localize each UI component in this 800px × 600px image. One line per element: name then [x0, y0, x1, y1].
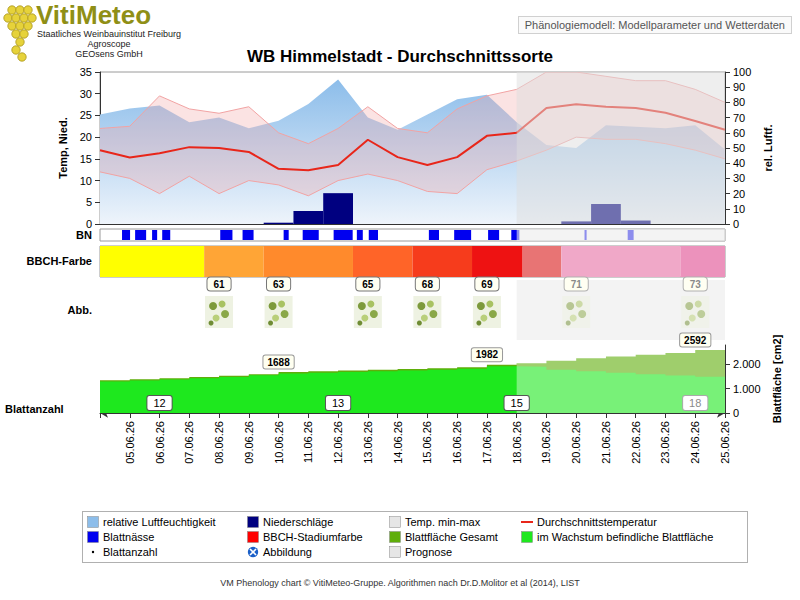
html-text:BBCH-Stadiumfarbe: BBCH-Stadiumfarbe — [263, 531, 363, 543]
svg-text:30: 30 — [80, 88, 92, 100]
svg-text:08.06.26: 08.06.26 — [213, 421, 225, 464]
html-text:VM Phenology chart © VitiMeteo: VM Phenology chart © VitiMeteo-Gruppe. A… — [220, 578, 580, 588]
html-text:Blattanzahl: Blattanzahl — [5, 403, 64, 415]
html-text:Prognose: Prognose — [405, 546, 453, 558]
svg-text:15: 15 — [511, 397, 523, 409]
html-text:Abb.: Abb. — [67, 304, 92, 316]
svg-text:17.06.26: 17.06.26 — [481, 421, 493, 464]
svg-text:12.06.26: 12.06.26 — [332, 421, 344, 464]
svg-text:68: 68 — [422, 279, 434, 290]
svg-text:2.000: 2.000 — [733, 358, 761, 370]
svg-text:5: 5 — [86, 196, 92, 208]
svg-text:15: 15 — [80, 153, 92, 165]
svg-text:22.06.26: 22.06.26 — [630, 421, 642, 464]
svg-text:rel. Luftf.: rel. Luftf. — [762, 124, 774, 171]
html-text:VitiMeteo: VitiMeteo — [36, 0, 152, 30]
svg-text:30: 30 — [733, 172, 745, 184]
html-text:Blattfläche Gesamt: Blattfläche Gesamt — [405, 531, 498, 543]
svg-text:65: 65 — [362, 279, 374, 290]
svg-text:69: 69 — [481, 279, 493, 290]
svg-text:71: 71 — [571, 279, 583, 290]
svg-text:50: 50 — [733, 142, 745, 154]
svg-text:12: 12 — [153, 397, 165, 409]
svg-text:14.06.26: 14.06.26 — [392, 421, 404, 464]
svg-text:WB Himmelstadt - Durchschnitts: WB Himmelstadt - Durchschnittssorte — [247, 47, 553, 66]
svg-text:11.06.26: 11.06.26 — [302, 421, 314, 463]
svg-text:24.06.26: 24.06.26 — [689, 421, 701, 464]
svg-text:1982: 1982 — [476, 349, 499, 360]
svg-text:09.06.26: 09.06.26 — [243, 421, 255, 464]
html-text:GEOsens GmbH: GEOsens GmbH — [75, 49, 143, 59]
svg-text:Temp, Nied.: Temp, Nied. — [57, 117, 69, 179]
html-text:Blattanzahl: Blattanzahl — [103, 546, 158, 558]
html-text:Blattnässe: Blattnässe — [103, 531, 155, 543]
svg-text:35: 35 — [80, 66, 92, 78]
svg-text:10: 10 — [80, 175, 92, 187]
html-text:BBCH-Farbe: BBCH-Farbe — [26, 255, 92, 267]
svg-text:100: 100 — [733, 66, 751, 78]
svg-text:1688: 1688 — [267, 357, 290, 368]
html-text:Agroscope: Agroscope — [87, 39, 131, 49]
svg-text:73: 73 — [690, 279, 702, 290]
svg-text:63: 63 — [273, 279, 285, 290]
svg-text:25: 25 — [80, 109, 92, 121]
html-text:Temp. min-max: Temp. min-max — [405, 516, 481, 528]
svg-text:70: 70 — [733, 112, 745, 124]
svg-text:10: 10 — [733, 203, 745, 215]
html-text:im Wachstum befindliche Blattf: im Wachstum befindliche Blattfläche — [537, 531, 714, 543]
svg-text:0: 0 — [733, 407, 739, 419]
svg-text:2592: 2592 — [684, 335, 707, 346]
svg-text:15.06.26: 15.06.26 — [421, 421, 433, 464]
svg-text:80: 80 — [733, 96, 745, 108]
html-text:Abbildung: Abbildung — [263, 546, 312, 558]
svg-text:05.06.26: 05.06.26 — [124, 421, 136, 464]
svg-text:20: 20 — [733, 188, 745, 200]
svg-text:10.06.26: 10.06.26 — [273, 421, 285, 464]
svg-text:16.06.26: 16.06.26 — [451, 421, 463, 464]
svg-text:13.06.26: 13.06.26 — [362, 421, 374, 464]
svg-text:21.06.26: 21.06.26 — [600, 421, 612, 464]
html-text:relative Luftfeuchtigkeit: relative Luftfeuchtigkeit — [103, 516, 216, 528]
html-text:Staatliches Weinbauinstitut Fr: Staatliches Weinbauinstitut Freiburg — [37, 29, 181, 39]
svg-text:0: 0 — [733, 218, 739, 230]
svg-text:18.06.26: 18.06.26 — [511, 421, 523, 464]
html-text:Durchschnittstemperatur: Durchschnittstemperatur — [537, 516, 657, 528]
svg-text:61: 61 — [213, 279, 225, 290]
svg-text:19.06.26: 19.06.26 — [540, 421, 552, 464]
svg-text:60: 60 — [733, 127, 745, 139]
svg-text:18: 18 — [689, 397, 701, 409]
svg-text:1.000: 1.000 — [733, 383, 761, 395]
html-text:Phänologiemodell: Modellparame: Phänologiemodell: Modellparameter und We… — [524, 19, 785, 31]
svg-text:25.06.26: 25.06.26 — [719, 421, 731, 464]
svg-text:20: 20 — [80, 131, 92, 143]
svg-text:40: 40 — [733, 157, 745, 169]
svg-text:Blattfläche [cm2]: Blattfläche [cm2] — [771, 334, 783, 423]
svg-text:23.06.26: 23.06.26 — [659, 421, 671, 464]
svg-text:13: 13 — [332, 397, 344, 409]
svg-text:06.06.26: 06.06.26 — [154, 421, 166, 464]
svg-text:20.06.26: 20.06.26 — [570, 421, 582, 464]
svg-text:0: 0 — [86, 218, 92, 230]
svg-text:90: 90 — [733, 81, 745, 93]
svg-text:07.06.26: 07.06.26 — [183, 421, 195, 464]
html-text:Niederschläge: Niederschläge — [263, 516, 334, 528]
html-text:BN: BN — [76, 229, 92, 241]
